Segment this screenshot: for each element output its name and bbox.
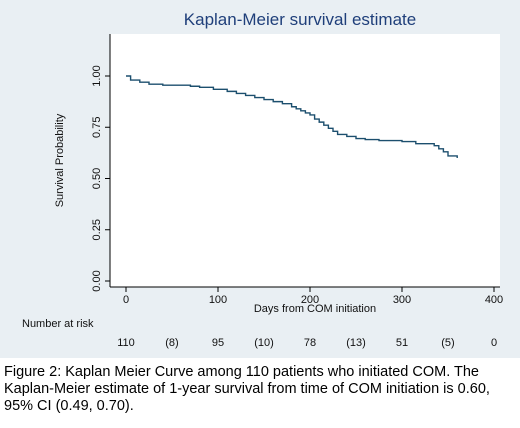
plot-area (110, 34, 500, 287)
y-tick-label: 0.00 (91, 270, 103, 291)
risk-table-value: (10) (254, 337, 274, 349)
risk-table-value: 78 (304, 337, 316, 349)
risk-table-value: 95 (212, 337, 224, 349)
x-axis-label: Days from COM initiation (254, 303, 376, 315)
y-tick-label: 0.25 (91, 219, 103, 240)
x-tick-label: 0 (123, 294, 129, 306)
survival-curve (126, 75, 458, 158)
y-tick-label: 1.00 (91, 65, 103, 86)
risk-table-value: 51 (396, 337, 408, 349)
y-axis-label: Survival Probability (54, 113, 66, 207)
risk-table-value: (8) (165, 337, 178, 349)
x-tick-label: 100 (209, 294, 227, 306)
risk-table-value: (13) (346, 337, 366, 349)
y-tick-label: 0.75 (91, 117, 103, 138)
figure-caption: Figure 2: Kaplan Meier Curve among 110 p… (4, 364, 490, 414)
chart-title: Kaplan-Meier survival estimate (183, 10, 417, 29)
chart-panel: 0.00 0.25 0.50 0.75 1.00 0 100 200 300 400 Days fr… (0, 0, 520, 358)
x-tick-label: 200 (301, 294, 319, 306)
risk-table-label: Number at risk (22, 318, 94, 330)
risk-table-value: 0 (491, 337, 497, 349)
km-chart: 0.00 0.25 0.50 0.75 1.00 0 100 200 300 400 Days fr… (22, 34, 503, 349)
x-tick-label: 300 (393, 294, 411, 306)
x-tick-label: 400 (485, 294, 503, 306)
y-tick-label: 0.50 (91, 168, 103, 189)
risk-table-value: (5) (441, 337, 454, 349)
risk-table-value: 110 (117, 337, 135, 349)
